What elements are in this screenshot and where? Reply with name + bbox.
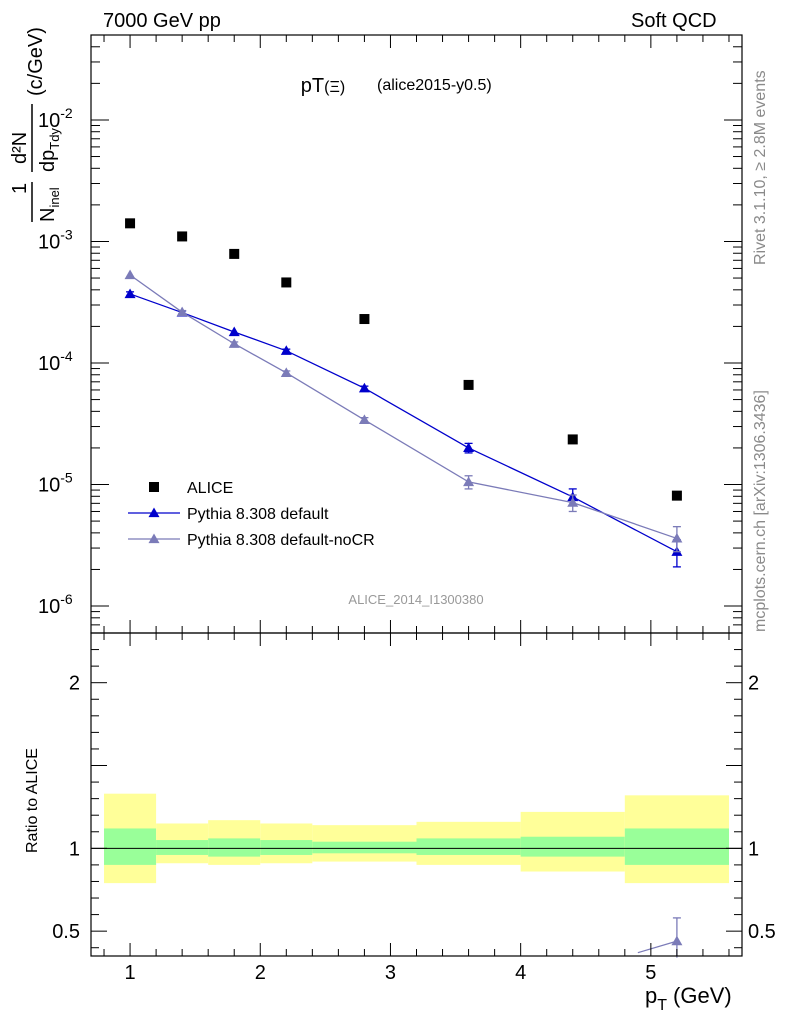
- ratio-band-inner-1: [156, 840, 209, 855]
- x-axis-label-sub: T: [657, 997, 667, 1014]
- marker-data-0: [125, 218, 136, 229]
- mcplots-source-text: mcplots.cern.ch [arXiv:1306.3436]: [752, 390, 769, 632]
- marker-data-1: [177, 231, 188, 242]
- plot-title-particle: (Ξ): [324, 79, 345, 96]
- ratio-y-tick-label-right-0.5: 0.5: [748, 921, 776, 943]
- marker-data-5: [463, 379, 474, 390]
- ratio-y-tick-label-left-1: 1: [69, 838, 80, 860]
- marker-nocr-1: [176, 306, 188, 317]
- ratio-band-inner-4: [312, 841, 417, 854]
- plot-title-main: pT: [301, 75, 324, 97]
- ratio-panel-frame: [90, 632, 743, 957]
- ratio-y-tick-label-left-0.5: 0.5: [52, 921, 80, 943]
- ratio-y-tick-label-left-2: 2: [69, 673, 80, 695]
- ratio-panel-data: [637, 917, 683, 958]
- y-axis-label: 1 Ninel d²N dpTdy (c/GeV): [9, 27, 62, 222]
- y-tick-label--2: 10-2: [38, 105, 73, 132]
- ratio-y-tick-label-right-1: 1: [748, 838, 759, 860]
- ratio-band-inner-3: [260, 840, 313, 855]
- y-label-deriv-num: d²N: [9, 132, 31, 164]
- y-tick-label--3: 10-3: [38, 226, 73, 253]
- header-left: 7000 GeV pp: [103, 10, 221, 32]
- ratio-band-inner-6: [520, 836, 625, 857]
- x-tick-label-3: 3: [385, 962, 396, 984]
- x-axis-label: pT (GeV): [645, 983, 732, 1014]
- marker-default-3: [280, 345, 292, 355]
- legend: ALICE Pythia 8.308 default Pythia 8.308 de…: [128, 480, 375, 549]
- ratio-line-nocr: [637, 940, 678, 954]
- axis-ticks: [91, 34, 742, 956]
- legend-label-data: ALICE: [187, 480, 233, 497]
- ratio-band-inner-0: [104, 828, 157, 865]
- x-tick-label-5: 5: [645, 962, 656, 984]
- plot-title: pT(Ξ): [301, 75, 345, 97]
- x-axis-label-main: p: [645, 983, 657, 1008]
- axis-tick-labels: 1 2 3 4 5 10-6 10-5 10-4 10-3 10-2 0.5 0.5 1 1 2 2: [38, 105, 776, 984]
- ratio-band-inner-2: [208, 838, 261, 857]
- marker-data-7: [671, 490, 682, 501]
- y-tick-label--6: 10-6: [38, 591, 73, 618]
- marker-default-4: [358, 382, 370, 393]
- marker-default-2: [228, 326, 240, 337]
- legend-marker-nocr: [148, 533, 160, 544]
- marker-nocr-7: [671, 532, 683, 543]
- header-right: Soft QCD: [631, 10, 717, 32]
- marker-nocr-3: [280, 367, 292, 377]
- marker-nocr-6: [567, 497, 579, 507]
- marker-data-2: [229, 248, 240, 259]
- y-label-unit: (c/GeV): [25, 27, 47, 96]
- marker-data-4: [359, 314, 370, 325]
- ratio-y-axis-label: Ratio to ALICE: [24, 748, 41, 853]
- legend-marker-default: [148, 507, 160, 518]
- x-tick-label-2: 2: [255, 962, 266, 984]
- rivet-version-text: Rivet 3.1.10, ≥ 2.8M events: [752, 70, 769, 265]
- ratio-band-inner-7: [624, 828, 729, 865]
- y-label-deriv-den: dpTdy: [37, 128, 62, 172]
- y-tick-label--4: 10-4: [38, 348, 73, 375]
- x-axis-label-unit: (GeV): [673, 983, 732, 1008]
- watermark: ALICE_2014_I1300380: [348, 592, 483, 607]
- plot-subtitle: (alice2015-y0.5): [377, 77, 492, 94]
- y-label-frac-num: 1: [9, 183, 31, 194]
- marker-nocr-5: [463, 476, 475, 487]
- y-label-frac-den: Ninel: [37, 187, 62, 222]
- ratio-band-inner-5: [416, 838, 521, 855]
- ratio-uncertainty-bands: [91, 793, 742, 884]
- marker-nocr-2: [228, 338, 240, 348]
- legend-label-nocr: Pythia 8.308 default-noCR: [187, 532, 375, 549]
- marker-nocr-0: [124, 269, 136, 280]
- main-panel-data: [124, 218, 683, 568]
- ratio-y-tick-label-right-2: 2: [748, 673, 759, 695]
- marker-data-6: [567, 434, 578, 445]
- y-tick-label--5: 10-5: [38, 470, 73, 497]
- marker-default-5: [463, 442, 475, 453]
- marker-nocr-4: [358, 414, 370, 425]
- series-line-default: [129, 293, 678, 553]
- marker-default-0: [124, 288, 136, 299]
- legend-label-default: Pythia 8.308 default: [187, 506, 329, 523]
- legend-marker-data: [149, 482, 159, 492]
- ratio-marker-nocr-0: [671, 935, 683, 946]
- x-tick-label-1: 1: [124, 962, 135, 984]
- x-tick-label-4: 4: [515, 962, 526, 984]
- marker-data-3: [281, 277, 292, 288]
- series-line-nocr: [129, 274, 678, 540]
